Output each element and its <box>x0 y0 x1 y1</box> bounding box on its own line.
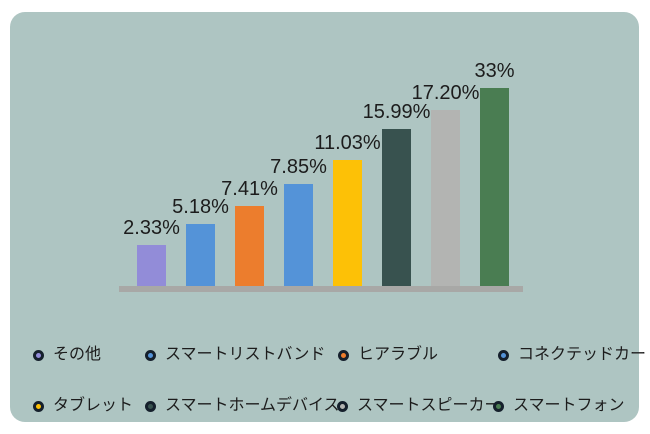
bar-value-label: 33% <box>474 60 515 82</box>
legend-label: タブレット <box>53 397 134 414</box>
legend-item: スマートリストバンド <box>145 346 325 364</box>
bar-value-label: 15.99% <box>362 101 431 123</box>
legend-label: ヒアラブル <box>358 346 439 363</box>
legend-swatch <box>338 349 349 361</box>
bar <box>382 129 411 286</box>
bar-column: 7.41% <box>221 179 278 286</box>
bar-column: 5.18% <box>172 197 229 286</box>
bar-value-label: 17.20% <box>411 82 480 104</box>
legend-label: スマートスピーカー <box>357 397 501 414</box>
legend-label: コネクテッドカー <box>518 346 647 363</box>
bar-column: 33% <box>474 61 515 286</box>
bar-value-label: 5.18% <box>172 196 229 218</box>
bar <box>284 184 313 286</box>
legend-item: スマートフォン <box>493 397 625 415</box>
bar-column: 11.03% <box>314 133 381 286</box>
chart-baseline <box>119 286 523 292</box>
legend-swatch <box>337 400 348 412</box>
legend-label: スマートホームデバイス <box>165 397 340 414</box>
bar <box>333 160 362 286</box>
bar-value-label: 11.03% <box>314 132 381 154</box>
legend-item: タブレット <box>33 397 133 415</box>
bar <box>137 245 166 286</box>
bar-value-label: 2.33% <box>123 217 180 239</box>
legend-swatch <box>498 349 509 361</box>
legend-item: ヒアラブル <box>338 346 438 364</box>
legend-swatch <box>493 400 504 412</box>
chart-panel: 2.33% 5.18% 7.41% 7.85% 11.03% 15.99% 17… <box>10 12 646 422</box>
bar-chart-area: 2.33% 5.18% 7.41% 7.85% 11.03% 15.99% 17… <box>10 12 639 422</box>
legend-item: その他 <box>33 346 101 364</box>
bar-value-label: 7.41% <box>221 178 278 200</box>
bar-value-label: 7.85% <box>270 156 327 178</box>
bar-column: 17.20% <box>412 83 479 286</box>
legend-label: スマートフォン <box>513 397 625 414</box>
legend-label: その他 <box>53 346 102 363</box>
bar <box>186 224 215 286</box>
bar <box>431 110 460 286</box>
bar-column: 15.99% <box>363 102 430 286</box>
legend-swatch <box>145 349 156 361</box>
bar-column: 7.85% <box>270 157 327 286</box>
legend-item: スマートスピーカー <box>337 397 501 415</box>
legend-swatch <box>33 349 44 361</box>
bar-column: 2.33% <box>123 218 180 286</box>
bar <box>480 88 509 286</box>
legend-swatch <box>145 400 156 412</box>
legend-item: コネクテッドカー <box>498 346 646 364</box>
bar <box>235 206 264 286</box>
legend-label: スマートリストバンド <box>165 346 326 363</box>
legend-item: スマートホームデバイス <box>145 397 340 415</box>
legend-swatch <box>33 400 44 412</box>
